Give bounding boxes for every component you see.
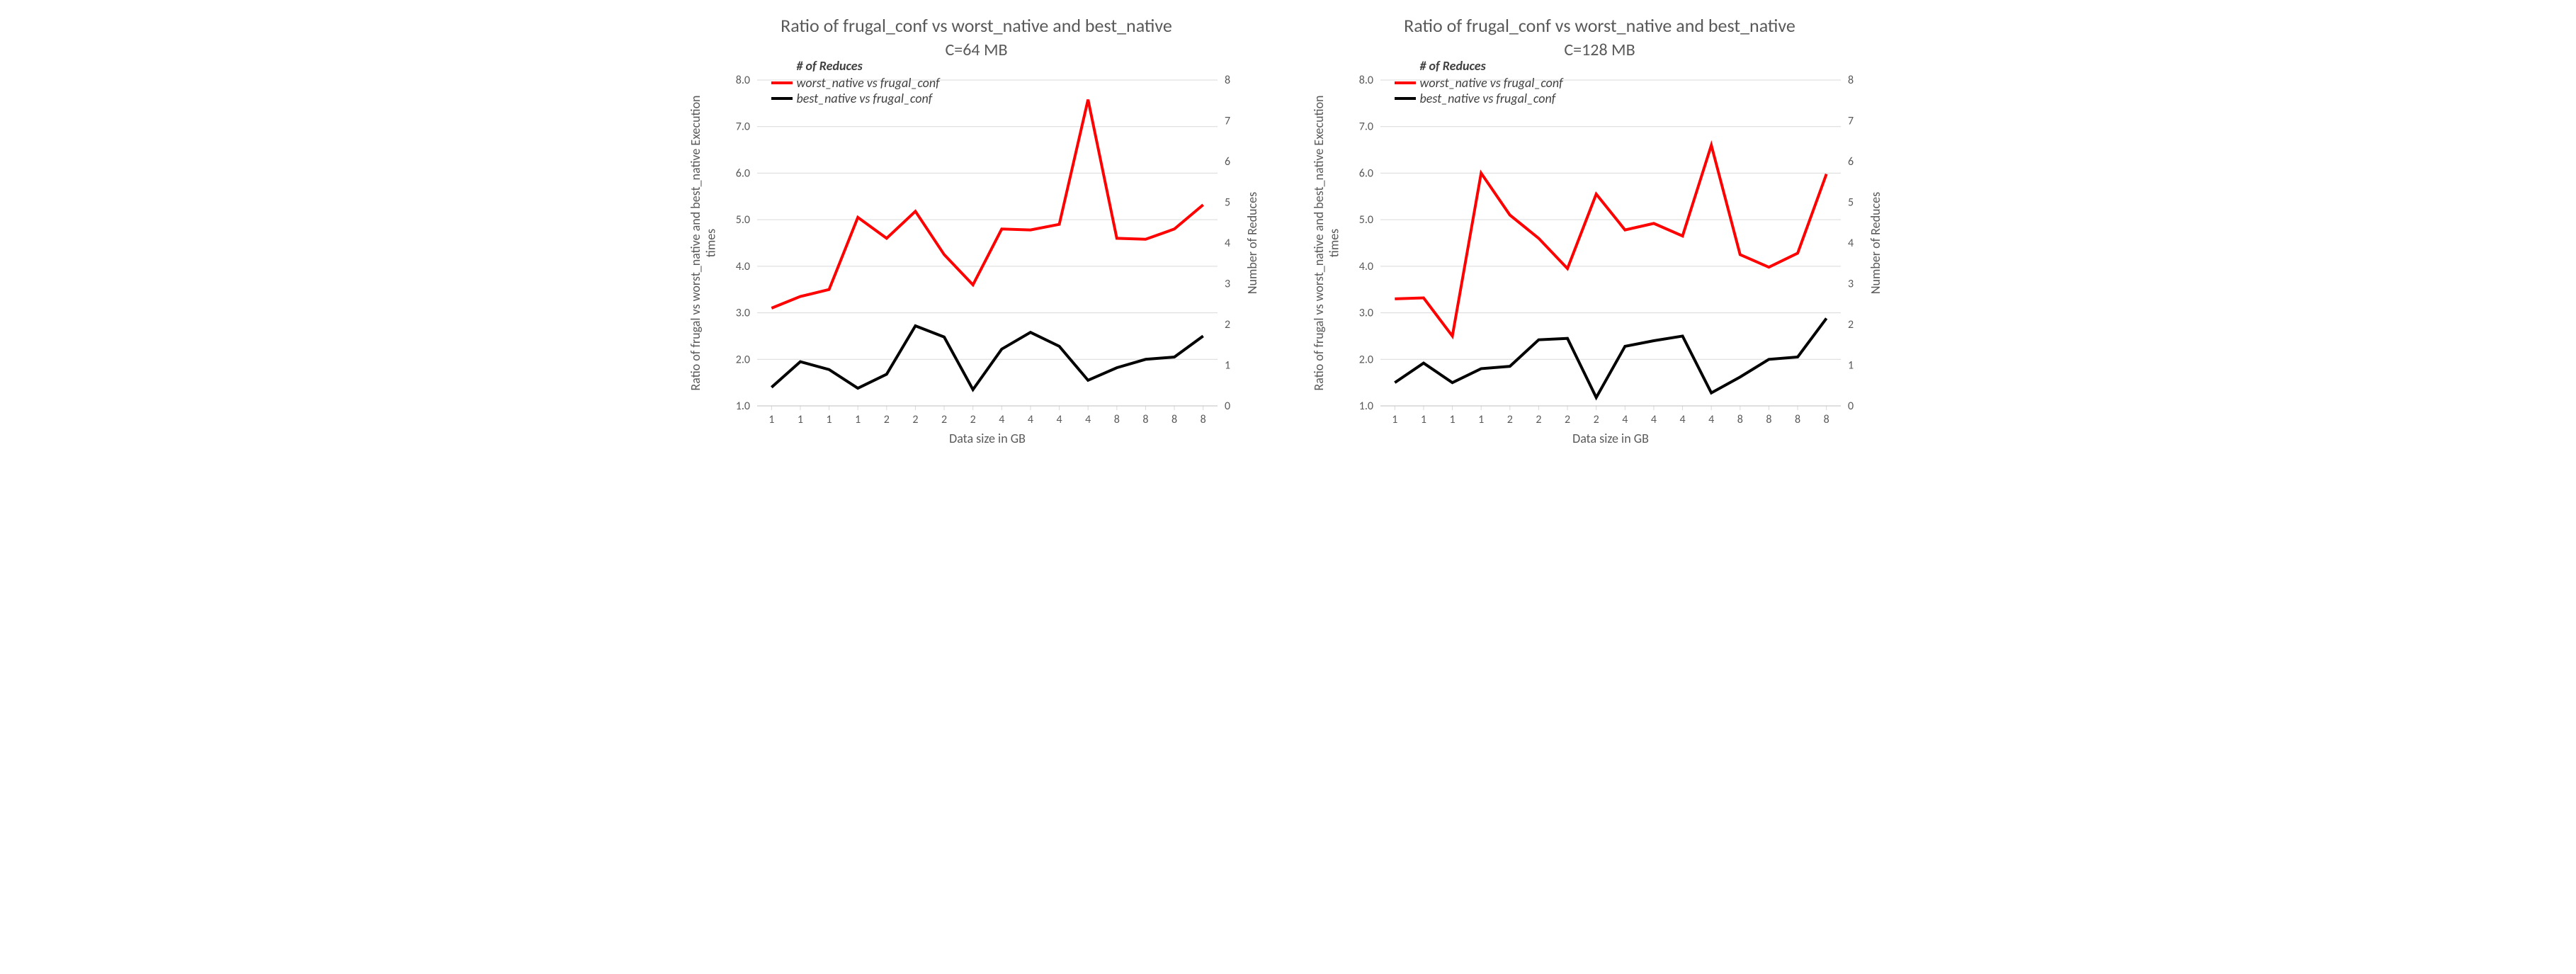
svg-text:4: 4	[1848, 237, 1854, 250]
svg-text:3.0: 3.0	[735, 307, 749, 320]
legend-header: # of Reduces	[1420, 58, 1563, 74]
svg-text:3: 3	[1225, 278, 1230, 291]
svg-text:8: 8	[1737, 413, 1742, 426]
svg-text:1: 1	[1225, 359, 1230, 373]
svg-text:4: 4	[1622, 413, 1628, 426]
svg-text:6: 6	[1848, 155, 1854, 169]
svg-text:2: 2	[941, 413, 947, 426]
svg-text:4: 4	[1225, 237, 1230, 250]
svg-text:4.0: 4.0	[735, 260, 749, 273]
svg-text:4: 4	[1708, 413, 1714, 426]
svg-text:8.0: 8.0	[1358, 74, 1373, 87]
svg-text:6.0: 6.0	[1358, 166, 1373, 180]
legend-label: worst_native vs frugal_conf	[797, 75, 940, 91]
svg-text:Data size in GB: Data size in GB	[949, 431, 1026, 446]
svg-text:1: 1	[1392, 413, 1397, 426]
svg-text:2: 2	[1507, 413, 1512, 426]
svg-text:5: 5	[1848, 196, 1854, 210]
chart-svg: 1.0 2.0 3.0 4.0 5.0 6.0 7.0 8.0 0 1 2 3 4 5 6 7 8 1 1 1 1 2 2 2…	[686, 66, 1267, 463]
svg-text:1.0: 1.0	[1358, 400, 1373, 413]
svg-text:2: 2	[1536, 413, 1541, 426]
chart-title: Ratio of frugal_conf vs worst_native and…	[1310, 14, 1890, 37]
svg-text:0: 0	[1225, 400, 1230, 413]
svg-text:2: 2	[1593, 413, 1599, 426]
svg-text:Number of Reduces: Number of Reduces	[1868, 192, 1883, 294]
svg-text:1: 1	[1478, 413, 1484, 426]
chart-subtitle: C=128 MB	[1310, 40, 1890, 60]
legend-swatch	[771, 81, 793, 84]
svg-text:7.0: 7.0	[735, 120, 749, 134]
legend-row: worst_native vs frugal_conf	[771, 75, 940, 91]
svg-text:3: 3	[1848, 278, 1854, 291]
legend-header: # of Reduces	[797, 58, 940, 74]
legend-label: worst_native vs frugal_conf	[1420, 75, 1563, 91]
svg-text:2: 2	[1225, 318, 1230, 332]
legend-swatch	[1395, 81, 1416, 84]
svg-text:8: 8	[1225, 74, 1230, 87]
svg-text:5: 5	[1225, 196, 1230, 210]
legend-swatch	[1395, 97, 1416, 100]
legend-label: best_native vs frugal_conf	[797, 91, 933, 106]
chart-legend: # of Reduces worst_native vs frugal_conf…	[771, 58, 940, 106]
svg-text:1: 1	[1420, 413, 1426, 426]
svg-text:2: 2	[970, 413, 975, 426]
svg-text:8: 8	[1823, 413, 1829, 426]
svg-text:8: 8	[1795, 413, 1800, 426]
legend-row: worst_native vs frugal_conf	[1395, 75, 1563, 91]
chart-title: Ratio of frugal_conf vs worst_native and…	[686, 14, 1267, 37]
svg-text:5.0: 5.0	[1358, 213, 1373, 227]
chart-svg: 1.0 2.0 3.0 4.0 5.0 6.0 7.0 8.0 0 1 2 3 4 5 6 7 8 1 1 1 1 2 2 2…	[1310, 66, 1890, 463]
chart-right: Ratio of frugal_conf vs worst_native and…	[1310, 14, 1890, 463]
legend-row: best_native vs frugal_conf	[1395, 91, 1563, 106]
svg-text:Data size in GB: Data size in GB	[1572, 431, 1649, 446]
svg-text:2: 2	[912, 413, 918, 426]
svg-text:Number of Reduces: Number of Reduces	[1244, 192, 1260, 294]
svg-text:2: 2	[883, 413, 889, 426]
svg-text:2: 2	[1565, 413, 1570, 426]
svg-text:8: 8	[1171, 413, 1177, 426]
svg-text:8: 8	[1200, 413, 1205, 426]
svg-text:4: 4	[1679, 413, 1685, 426]
svg-text:5.0: 5.0	[735, 213, 749, 227]
svg-text:Ratio of frugal vs worst_nativ: Ratio of frugal vs worst_native and best…	[1311, 95, 1342, 390]
svg-text:4.0: 4.0	[1358, 260, 1373, 273]
svg-text:8: 8	[1113, 413, 1119, 426]
svg-text:4: 4	[1650, 413, 1656, 426]
chart-left: Ratio of frugal_conf vs worst_native and…	[686, 14, 1267, 463]
svg-text:4: 4	[999, 413, 1004, 426]
svg-text:7: 7	[1225, 115, 1230, 128]
svg-text:8: 8	[1142, 413, 1148, 426]
chart-subtitle: C=64 MB	[686, 40, 1267, 60]
svg-text:7: 7	[1848, 115, 1854, 128]
svg-text:1: 1	[1449, 413, 1455, 426]
svg-text:1: 1	[768, 413, 774, 426]
svg-text:7.0: 7.0	[1358, 120, 1373, 134]
svg-text:6: 6	[1225, 155, 1230, 169]
legend-swatch	[771, 97, 793, 100]
svg-text:8: 8	[1848, 74, 1854, 87]
svg-text:4: 4	[1027, 413, 1033, 426]
svg-text:3.0: 3.0	[1358, 307, 1373, 320]
legend-label: best_native vs frugal_conf	[1420, 91, 1556, 106]
svg-text:1: 1	[1848, 359, 1854, 373]
svg-text:1.0: 1.0	[735, 400, 749, 413]
chart-legend: # of Reduces worst_native vs frugal_conf…	[1395, 58, 1563, 106]
svg-text:8.0: 8.0	[735, 74, 749, 87]
svg-text:2: 2	[1848, 318, 1854, 332]
svg-text:2.0: 2.0	[1358, 353, 1373, 366]
svg-text:6.0: 6.0	[735, 166, 749, 180]
svg-text:0: 0	[1848, 400, 1854, 413]
svg-text:Ratio of frugal vs worst_nativ: Ratio of frugal vs worst_native and best…	[688, 95, 719, 390]
svg-text:4: 4	[1085, 413, 1091, 426]
svg-text:8: 8	[1766, 413, 1771, 426]
legend-row: best_native vs frugal_conf	[771, 91, 940, 106]
svg-text:1: 1	[797, 413, 802, 426]
svg-text:2.0: 2.0	[735, 353, 749, 366]
svg-text:1: 1	[826, 413, 832, 426]
svg-text:1: 1	[855, 413, 861, 426]
svg-text:4: 4	[1056, 413, 1062, 426]
